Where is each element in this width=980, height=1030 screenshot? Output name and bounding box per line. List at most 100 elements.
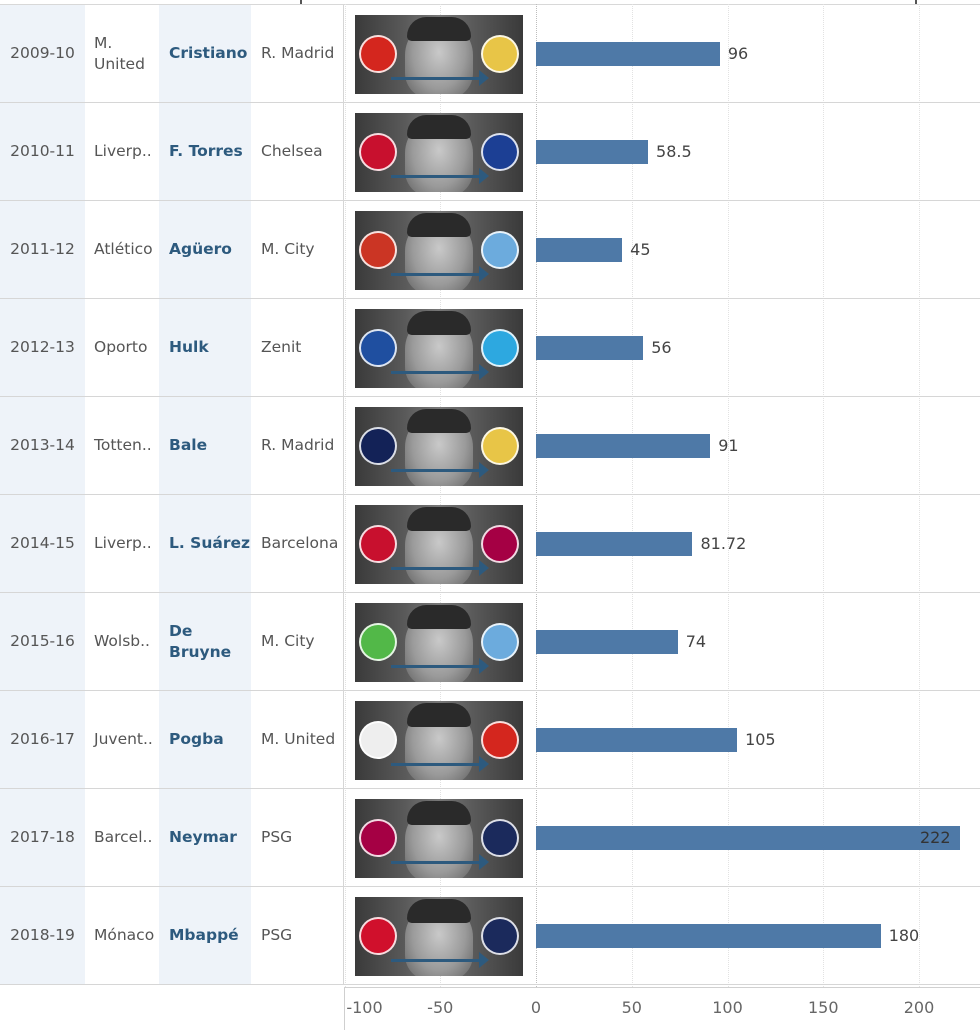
gridline (344, 4, 346, 987)
from-club-cell: Barcel.. (94, 828, 153, 846)
from-club-cell: Liverp.. (94, 142, 152, 160)
table-row: 2014-15 Liverp.. L. Suárez Barcelona 81.72 (0, 495, 980, 593)
season-cell: 2017-18 (0, 789, 85, 886)
monaco-crest (359, 917, 397, 955)
data-label: 96 (727, 44, 749, 63)
player-photo (355, 897, 523, 976)
arrow-head-icon (479, 266, 489, 282)
player-hair (407, 115, 471, 139)
player-name-cell: Pogba (159, 691, 251, 788)
player-name-cell: Bale (159, 397, 251, 494)
barcelona-crest (359, 819, 397, 857)
gridline (919, 4, 920, 987)
top-header-strip (0, 0, 980, 5)
table-row: 2015-16 Wolsb.. De Bruyne M. City 74 (0, 593, 980, 691)
real-madrid-crest (481, 35, 519, 73)
season-cell: 2013-14 (0, 397, 85, 494)
gridline (631, 4, 633, 987)
bar (536, 826, 960, 850)
to-club-cell: PSG (251, 789, 344, 886)
x-tick-label: 200 (903, 998, 935, 1017)
manchester-united-crest (359, 35, 397, 73)
from-club-cell: Atlético (94, 240, 153, 258)
gridline (727, 4, 729, 987)
player-hair (407, 703, 471, 727)
player-hair (407, 605, 471, 629)
from-club-cell: M. United (94, 33, 145, 73)
player-name-cell: De Bruyne (159, 593, 251, 690)
table-row: 2018-19 Mónaco Mbappé PSG 180 (0, 887, 980, 985)
manchester-city-crest (481, 231, 519, 269)
chelsea-crest (481, 133, 519, 171)
player-photo (355, 603, 523, 682)
zenit-crest (481, 329, 519, 367)
arrow-head-icon (479, 364, 489, 380)
player-name-cell: Neymar (159, 789, 251, 886)
table-row: 2012-13 Oporto Hulk Zenit 56 (0, 299, 980, 397)
data-label: 56 (651, 338, 672, 357)
arrow-head-icon (479, 952, 489, 968)
from-club-cell: Oporto (94, 338, 148, 356)
table-row: 2013-14 Totten.. Bale R. Madrid 91 (0, 397, 980, 495)
from-club-cell: Wolsb.. (94, 632, 150, 650)
player-name-cell: F. Torres (159, 103, 251, 200)
bar (536, 728, 738, 752)
barcelona-crest (481, 525, 519, 563)
juventus-crest (359, 721, 397, 759)
transfer-arrow-icon (391, 175, 481, 178)
header-tick (300, 0, 302, 4)
player-photo (355, 211, 523, 290)
transfer-arrow-icon (391, 567, 481, 570)
liverpool-crest (359, 133, 397, 171)
manchester-united-crest (481, 721, 519, 759)
player-hair (407, 899, 471, 923)
to-club-cell: PSG (251, 887, 344, 984)
psg-crest (481, 819, 519, 857)
player-photo (355, 799, 523, 878)
season-cell: 2015-16 (0, 593, 85, 690)
from-club-cell: Juvent.. (94, 730, 153, 748)
from-club-cell: Liverp.. (94, 534, 152, 552)
x-tick-label: 50 (621, 998, 642, 1017)
to-club-cell: Zenit (251, 299, 344, 396)
to-club-cell: R. Madrid (251, 397, 344, 494)
to-club-cell: M. United (251, 691, 344, 788)
player-photo (355, 701, 523, 780)
arrow-head-icon (479, 854, 489, 870)
player-name-cell: Hulk (159, 299, 251, 396)
bar (536, 336, 644, 360)
data-label: 81.72 (700, 534, 747, 553)
axis-divider (344, 988, 345, 1030)
data-label: 45 (630, 240, 651, 259)
to-club-cell: Barcelona (251, 495, 344, 592)
data-label: 222 (920, 828, 951, 847)
manchester-city-crest (481, 623, 519, 661)
player-name-cell: L. Suárez (159, 495, 251, 592)
x-tick-label: 0 (530, 998, 542, 1017)
arrow-head-icon (479, 70, 489, 86)
player-photo (355, 407, 523, 486)
season-cell: 2011-12 (0, 201, 85, 298)
transfer-arrow-icon (391, 665, 481, 668)
x-tick-label: 100 (712, 998, 743, 1017)
psg-crest (481, 917, 519, 955)
x-axis: -100 -50 0 50 100 150 200 (344, 987, 980, 1030)
player-hair (407, 507, 471, 531)
bar (536, 238, 623, 262)
data-label: 105 (745, 730, 776, 749)
data-label: 74 (685, 632, 707, 651)
table-row: 2017-18 Barcel.. Neymar PSG 222 (0, 789, 980, 887)
season-cell: 2014-15 (0, 495, 85, 592)
arrow-head-icon (479, 168, 489, 184)
table-row: 2016-17 Juvent.. Pogba M. United 105 (0, 691, 980, 789)
player-photo (355, 505, 523, 584)
gridline (823, 4, 825, 987)
header-tick (915, 0, 917, 4)
tottenham-crest (359, 427, 397, 465)
table-row: 2010-11 Liverp.. F. Torres Chelsea 58.5 (0, 103, 980, 201)
liverpool-crest (359, 525, 397, 563)
player-name-cell: Agüero (159, 201, 251, 298)
table-row: 2009-10 M. United Cristiano R. Madrid 96 (0, 5, 980, 103)
transfer-arrow-icon (391, 469, 481, 472)
player-photo (355, 309, 523, 388)
